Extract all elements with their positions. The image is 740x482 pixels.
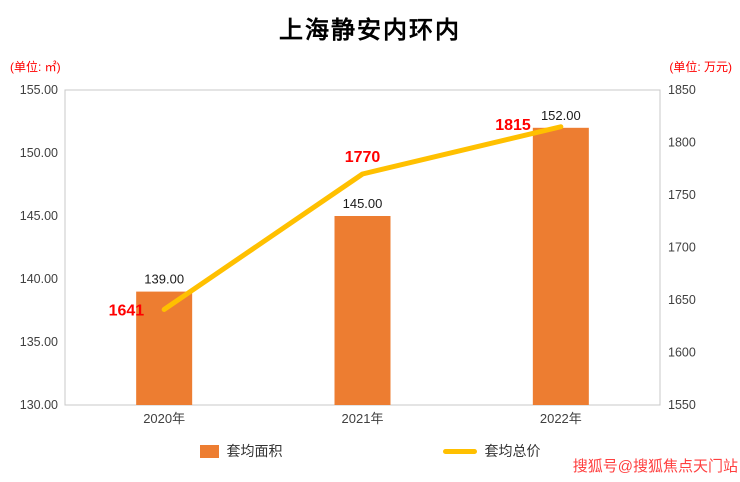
bar-value-label: 139.00 [144,272,184,287]
bar-value-label: 145.00 [343,196,383,211]
legend-label-area: 套均面积 [226,443,283,459]
bar [532,127,589,406]
category-label: 2021年 [342,411,384,426]
left-axis-unit: (单位: ㎡) [10,60,61,74]
watermark: 搜狐号@搜狐焦点天门站 [572,458,738,475]
right-axis-tick: 1800 [668,136,696,150]
right-axis-tick: 1600 [668,346,696,360]
bar-value-label: 152.00 [541,108,581,123]
right-axis-unit: (单位: 万元) [669,60,732,74]
category-label: 2020年 [143,411,185,426]
line-value-label: 1641 [109,302,145,319]
right-axis-tick: 1700 [668,241,696,255]
right-axis-tick: 1650 [668,293,696,307]
bar-legend-swatch [199,444,219,458]
legend-item-price: 套均总价 [442,441,541,461]
left-axis-tick: 140.00 [20,272,58,286]
left-axis-tick: 135.00 [20,335,58,349]
left-axis-tick: 130.00 [20,398,58,412]
price-line [161,124,564,312]
legend-item-area: 套均面积 [199,441,283,461]
chart-title: 上海静安内环内 [279,17,461,44]
right-axis-tick: 1750 [668,188,696,202]
legend-label-price: 套均总价 [484,443,541,459]
right-axis-tick: 1850 [668,83,696,97]
left-axis-tick: 155.00 [20,83,58,97]
legend: 套均面积 套均总价 [0,441,740,461]
bar [334,216,391,405]
line-legend-swatch [442,448,477,454]
line-value-label: 1815 [495,117,531,134]
right-axis-tick: 1550 [668,398,696,412]
line-value-label: 1770 [345,149,381,166]
left-axis-tick: 145.00 [20,209,58,223]
category-label: 2022年 [540,411,582,426]
left-axis-tick: 150.00 [20,146,58,160]
chart-plot: 155.00 150.00 145.00 140.00 135.00 130.00 1850… [20,83,696,426]
